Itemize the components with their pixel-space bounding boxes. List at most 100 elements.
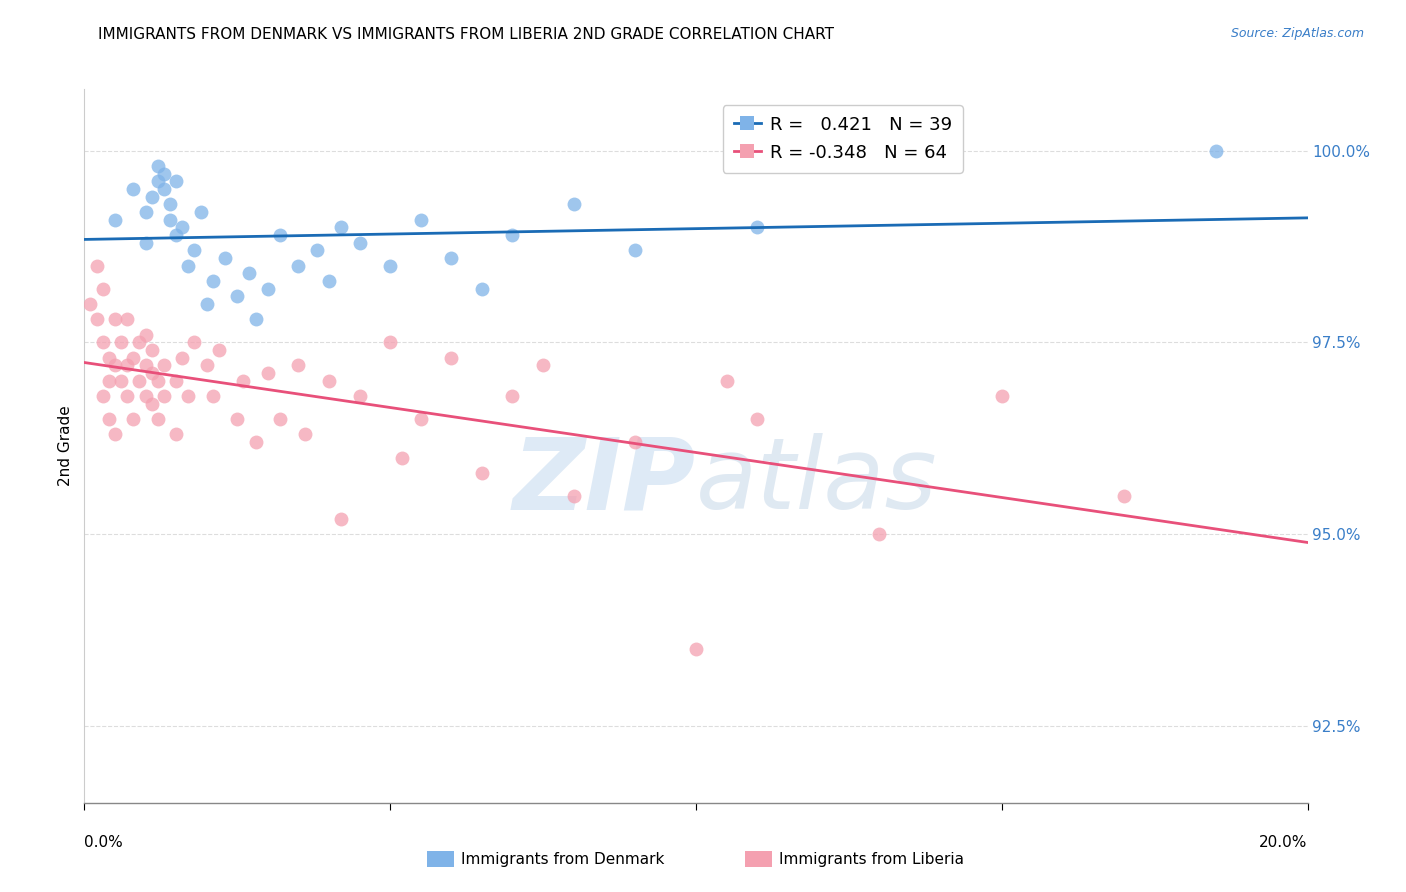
Point — [232, 374, 254, 388]
Point — [318, 274, 340, 288]
Point — [471, 466, 494, 480]
Point — [409, 212, 432, 227]
Point — [91, 282, 114, 296]
Point — [104, 312, 127, 326]
Point — [562, 489, 585, 503]
Point — [104, 359, 127, 373]
Point — [380, 259, 402, 273]
Point — [305, 244, 328, 258]
Point — [110, 374, 132, 388]
Point — [153, 182, 176, 196]
Point — [440, 251, 463, 265]
Point — [153, 389, 176, 403]
Point — [257, 366, 280, 380]
Point — [349, 235, 371, 250]
Point — [1205, 144, 1227, 158]
Point — [269, 412, 291, 426]
Point — [115, 359, 138, 373]
Point — [195, 359, 218, 373]
Point — [122, 182, 145, 196]
Point — [153, 167, 176, 181]
Point — [624, 435, 647, 450]
Point — [172, 351, 194, 365]
Point — [471, 282, 494, 296]
Point — [135, 389, 157, 403]
Point — [208, 343, 231, 357]
Point — [141, 189, 163, 203]
Point — [226, 289, 249, 303]
Point — [531, 359, 554, 373]
Point — [238, 266, 260, 280]
Point — [97, 374, 120, 388]
Text: Immigrants from Denmark: Immigrants from Denmark — [461, 852, 665, 867]
Point — [153, 359, 176, 373]
Point — [177, 389, 200, 403]
Point — [183, 335, 205, 350]
Point — [97, 412, 120, 426]
Point — [201, 389, 224, 403]
Point — [135, 205, 157, 219]
Point — [141, 343, 163, 357]
Point — [135, 327, 157, 342]
Text: Source: ZipAtlas.com: Source: ZipAtlas.com — [1230, 27, 1364, 40]
Point — [159, 212, 181, 227]
Point — [747, 412, 769, 426]
Point — [269, 227, 291, 242]
Point — [201, 274, 224, 288]
Point — [183, 244, 205, 258]
Point — [146, 374, 169, 388]
Point — [287, 259, 309, 273]
Point — [79, 297, 101, 311]
Point — [380, 335, 402, 350]
Point — [747, 220, 769, 235]
Point — [135, 235, 157, 250]
Point — [115, 389, 138, 403]
Text: Immigrants from Liberia: Immigrants from Liberia — [779, 852, 965, 867]
Point — [104, 427, 127, 442]
Point — [165, 427, 187, 442]
Point — [115, 312, 138, 326]
Point — [245, 312, 267, 326]
Point — [172, 220, 194, 235]
Point — [104, 212, 127, 227]
Point — [135, 359, 157, 373]
Text: 20.0%: 20.0% — [1260, 835, 1308, 850]
Point — [122, 351, 145, 365]
Text: atlas: atlas — [696, 434, 938, 530]
Point — [190, 205, 212, 219]
Point — [91, 389, 114, 403]
Point — [349, 389, 371, 403]
Bar — [745, 851, 772, 867]
Point — [409, 412, 432, 426]
Point — [330, 220, 353, 235]
Point — [869, 527, 891, 541]
Point — [1114, 489, 1136, 503]
Point — [991, 389, 1014, 403]
Point — [330, 512, 353, 526]
Point — [165, 227, 187, 242]
Point — [214, 251, 236, 265]
Point — [86, 259, 108, 273]
Point — [624, 244, 647, 258]
Point — [257, 282, 280, 296]
Point — [562, 197, 585, 211]
Point — [128, 374, 150, 388]
Point — [91, 335, 114, 350]
Point — [141, 397, 163, 411]
Legend: R =   0.421   N = 39, R = -0.348   N = 64: R = 0.421 N = 39, R = -0.348 N = 64 — [723, 105, 963, 172]
Point — [122, 412, 145, 426]
Point — [195, 297, 218, 311]
Point — [391, 450, 413, 465]
Text: IMMIGRANTS FROM DENMARK VS IMMIGRANTS FROM LIBERIA 2ND GRADE CORRELATION CHART: IMMIGRANTS FROM DENMARK VS IMMIGRANTS FR… — [98, 27, 834, 42]
Point — [146, 159, 169, 173]
Point — [110, 335, 132, 350]
Point — [128, 335, 150, 350]
Point — [287, 359, 309, 373]
Point — [141, 366, 163, 380]
Point — [159, 197, 181, 211]
Point — [502, 389, 524, 403]
Point — [318, 374, 340, 388]
Point — [226, 412, 249, 426]
Point — [294, 427, 316, 442]
Point — [165, 374, 187, 388]
